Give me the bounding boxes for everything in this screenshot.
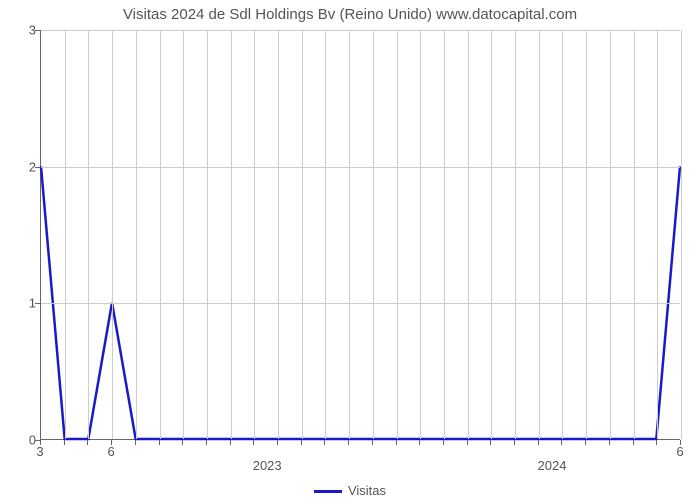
vgrid bbox=[444, 30, 445, 439]
legend: Visitas bbox=[0, 483, 700, 498]
vgrid bbox=[373, 30, 374, 439]
chart-title: Visitas 2024 de Sdl Holdings Bv (Reino U… bbox=[0, 0, 700, 23]
y-tick bbox=[35, 303, 40, 304]
vgrid bbox=[183, 30, 184, 439]
x-tick bbox=[64, 440, 65, 445]
vgrid bbox=[562, 30, 563, 439]
hgrid bbox=[41, 303, 680, 304]
vgrid bbox=[586, 30, 587, 439]
x-tick bbox=[372, 440, 373, 445]
x-tick bbox=[443, 440, 444, 445]
y-tick-label: 0 bbox=[6, 433, 36, 448]
x-tick bbox=[348, 440, 349, 445]
vgrid bbox=[65, 30, 66, 439]
x-tick bbox=[396, 440, 397, 445]
vgrid bbox=[302, 30, 303, 439]
x-tick bbox=[206, 440, 207, 445]
vgrid bbox=[468, 30, 469, 439]
plot-area bbox=[40, 30, 680, 440]
vgrid bbox=[610, 30, 611, 439]
vgrid bbox=[491, 30, 492, 439]
vgrid bbox=[634, 30, 635, 439]
vgrid bbox=[397, 30, 398, 439]
legend-swatch bbox=[314, 490, 342, 493]
y-tick-label: 2 bbox=[6, 159, 36, 174]
vgrid bbox=[278, 30, 279, 439]
vgrid bbox=[539, 30, 540, 439]
x-tick bbox=[561, 440, 562, 445]
x-major-label: 2023 bbox=[253, 458, 282, 473]
line-series bbox=[41, 30, 680, 439]
x-tick bbox=[135, 440, 136, 445]
x-tick bbox=[467, 440, 468, 445]
x-tick bbox=[324, 440, 325, 445]
vgrid bbox=[420, 30, 421, 439]
y-tick bbox=[35, 30, 40, 31]
x-tick-label: 3 bbox=[36, 444, 43, 459]
x-tick-label: 6 bbox=[676, 444, 683, 459]
x-tick bbox=[609, 440, 610, 445]
vgrid bbox=[160, 30, 161, 439]
x-tick bbox=[159, 440, 160, 445]
x-tick bbox=[301, 440, 302, 445]
vgrid bbox=[349, 30, 350, 439]
legend-label: Visitas bbox=[348, 483, 386, 498]
x-tick bbox=[656, 440, 657, 445]
x-tick bbox=[538, 440, 539, 445]
vgrid bbox=[231, 30, 232, 439]
hgrid bbox=[41, 167, 680, 168]
y-tick-label: 1 bbox=[6, 296, 36, 311]
x-tick bbox=[419, 440, 420, 445]
x-tick bbox=[182, 440, 183, 445]
vgrid bbox=[325, 30, 326, 439]
vgrid bbox=[657, 30, 658, 439]
y-tick-label: 3 bbox=[6, 23, 36, 38]
x-tick bbox=[87, 440, 88, 445]
x-tick-label: 6 bbox=[107, 444, 114, 459]
x-tick bbox=[514, 440, 515, 445]
vgrid bbox=[207, 30, 208, 439]
vgrid bbox=[254, 30, 255, 439]
vgrid bbox=[136, 30, 137, 439]
x-tick bbox=[633, 440, 634, 445]
vgrid bbox=[88, 30, 89, 439]
x-tick bbox=[277, 440, 278, 445]
vgrid bbox=[681, 30, 682, 439]
x-tick bbox=[490, 440, 491, 445]
vgrid bbox=[112, 30, 113, 439]
x-tick bbox=[585, 440, 586, 445]
hgrid bbox=[41, 30, 680, 31]
x-major-label: 2024 bbox=[538, 458, 567, 473]
y-tick bbox=[35, 167, 40, 168]
x-tick bbox=[253, 440, 254, 445]
x-tick bbox=[230, 440, 231, 445]
vgrid bbox=[515, 30, 516, 439]
